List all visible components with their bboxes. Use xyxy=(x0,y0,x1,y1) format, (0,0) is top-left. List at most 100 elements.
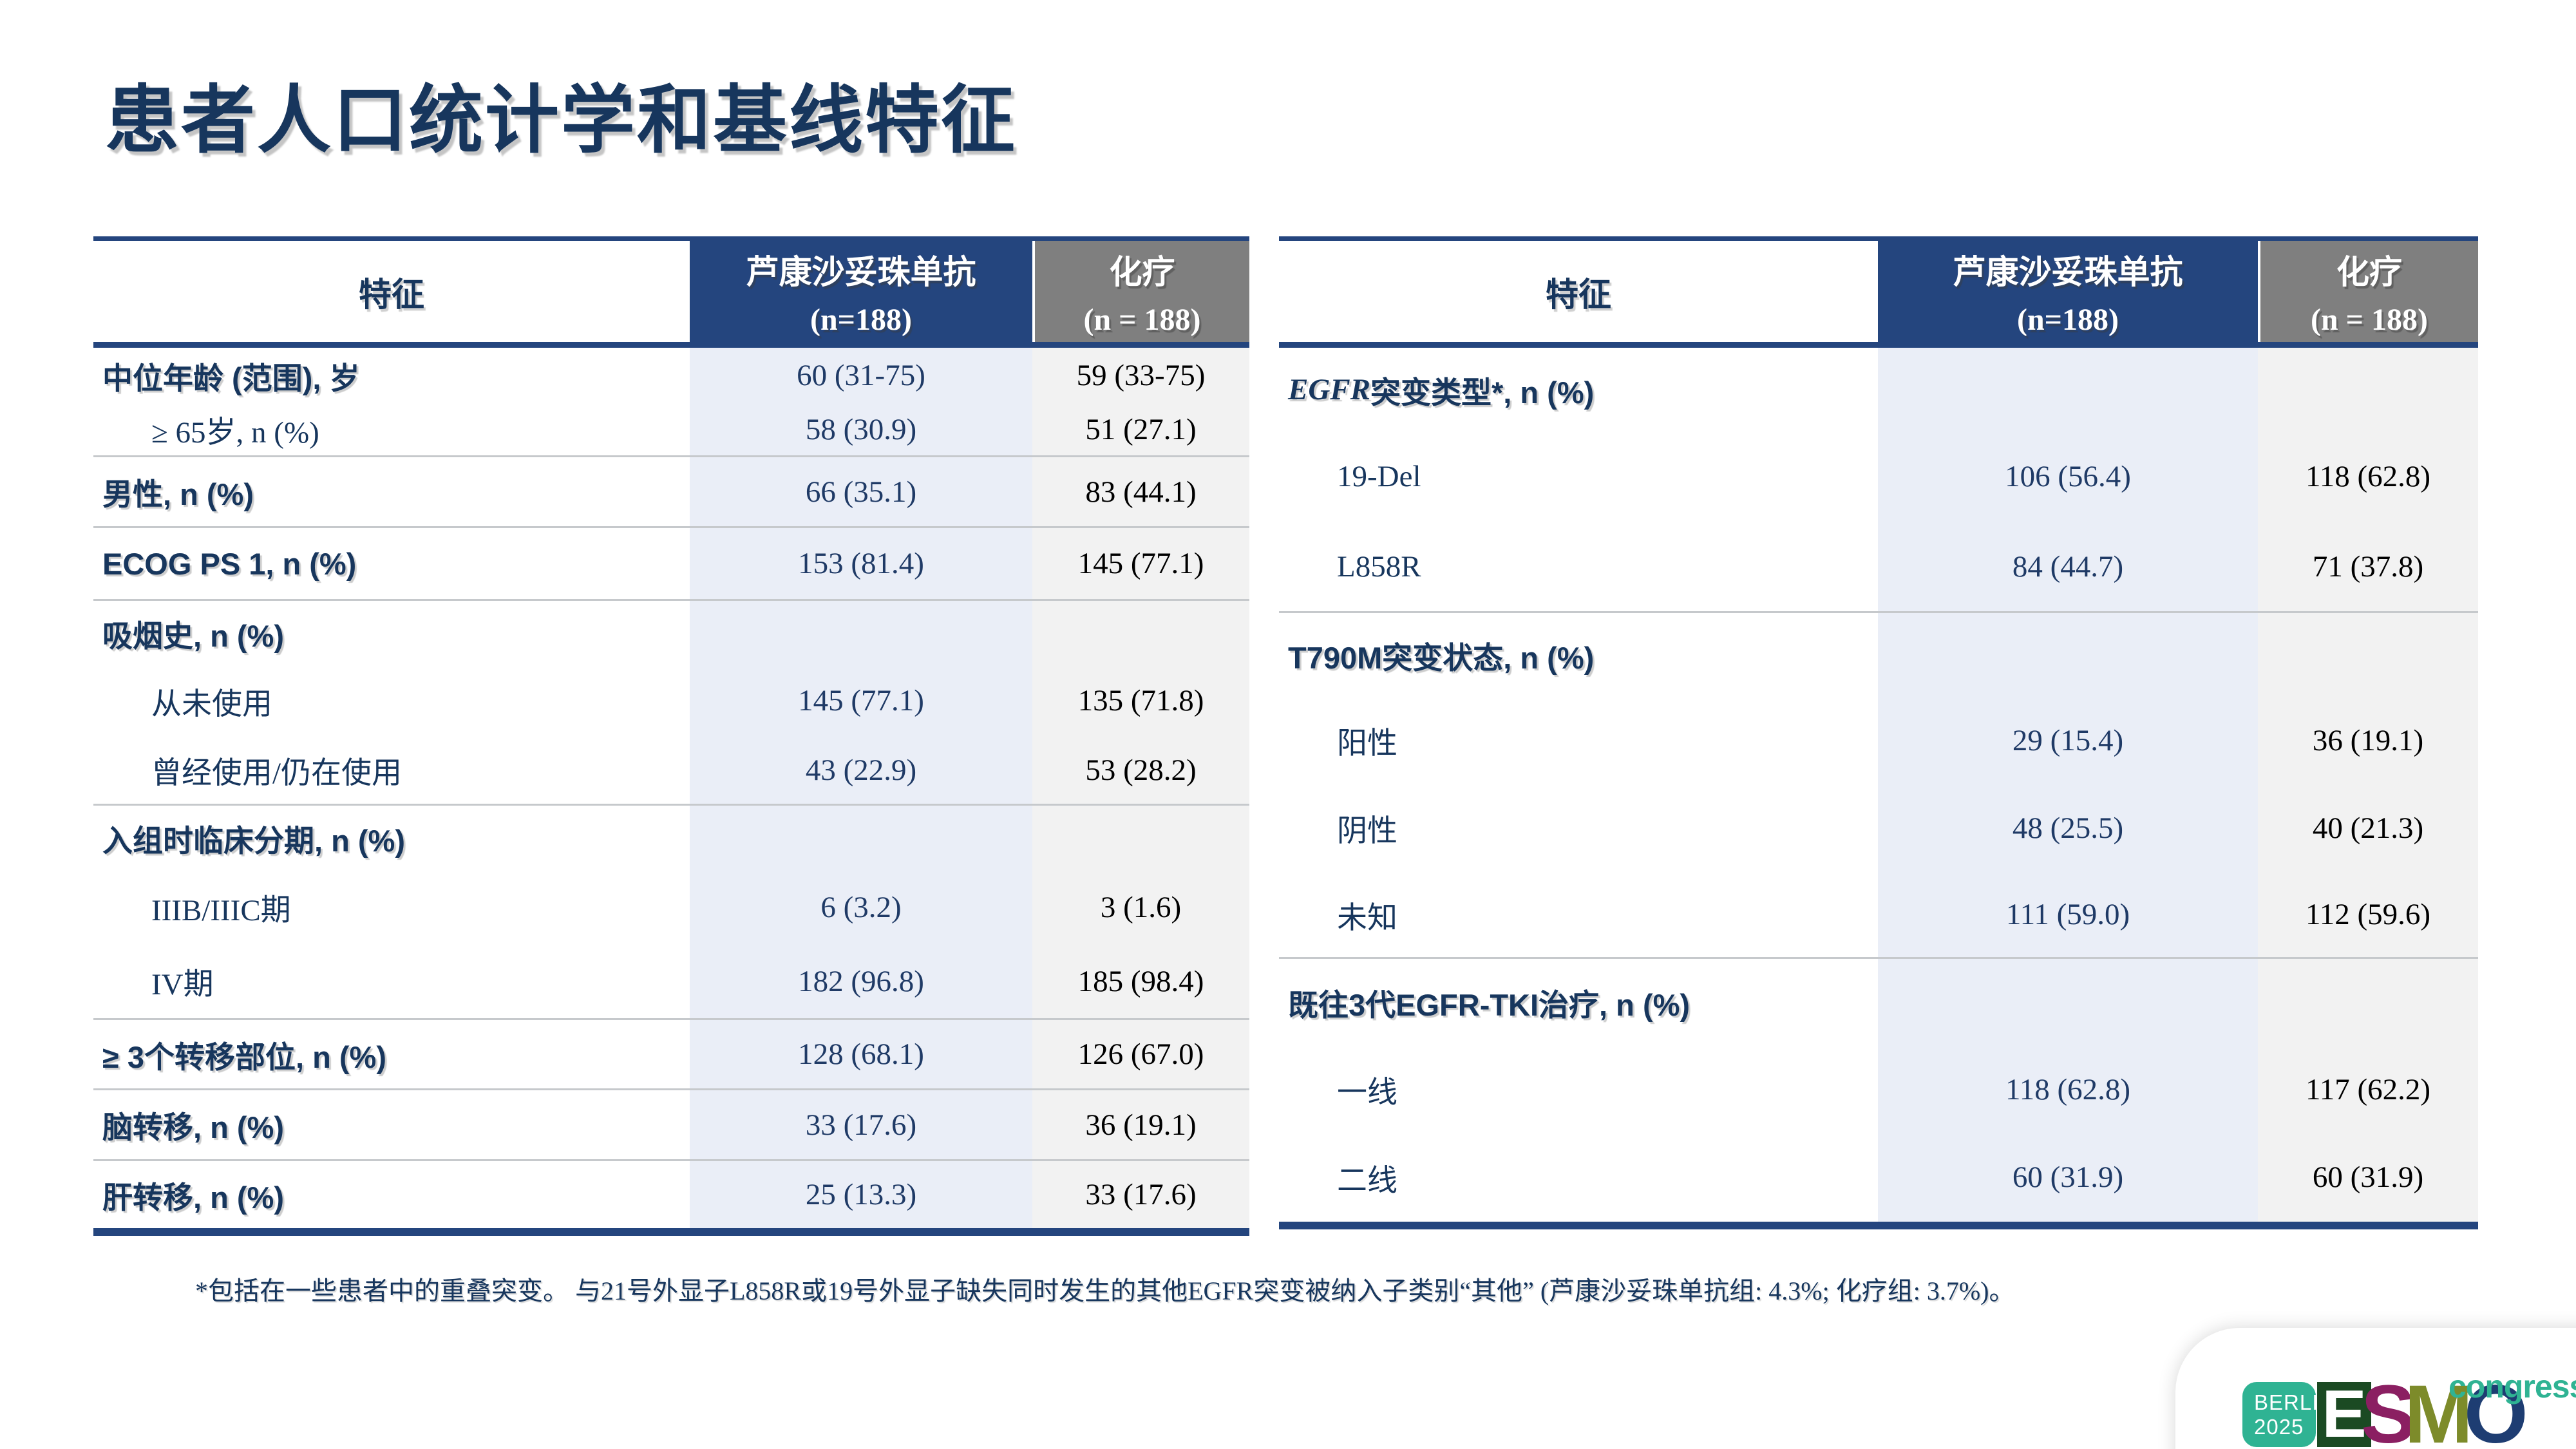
table-row: 从未使用 145 (77.1) 135 (71.8) xyxy=(93,665,1249,736)
page-title: 患者人口统计学和基线特征 xyxy=(105,79,1018,162)
row-label: 阴性 xyxy=(1337,815,1397,848)
arm1-value xyxy=(1878,613,2258,697)
arm1-n: (n=188) xyxy=(810,303,912,337)
esmo-letter-s: S xyxy=(2361,1368,2416,1449)
arm2-value: 135 (71.8) xyxy=(1032,665,1249,736)
row-label: 肝转移, n (%) xyxy=(102,1180,284,1215)
arm2-value xyxy=(1032,601,1249,665)
right-table: 特征 芦康沙妥珠单抗 (n=188) 化疗 (n = 188) EGFR 突变类型… xyxy=(1279,236,2478,1229)
arm2-value: 117 (62.2) xyxy=(2258,1046,2478,1133)
arm2-value: 59 (33-75) xyxy=(1032,348,1249,403)
arm1-value: 6 (3.2) xyxy=(690,870,1032,944)
arm2-value: 3 (1.6) xyxy=(1032,870,1249,944)
arm2-value: 53 (28.2) xyxy=(1032,736,1249,804)
arm1-value: 84 (44.7) xyxy=(1878,522,2258,611)
header-feature-label: 特征 xyxy=(1545,276,1611,313)
arm1-value: 118 (62.8) xyxy=(1878,1046,2258,1133)
table-row: 一线 118 (62.8) 117 (62.2) xyxy=(1279,1046,2478,1133)
row-label: IV期 xyxy=(151,968,214,1001)
arm1-value: 43 (22.9) xyxy=(690,736,1032,804)
table-row: 曾经使用/仍在使用 43 (22.9) 53 (28.2) xyxy=(93,736,1249,806)
table-row: 男性, n (%) 66 (35.1) 83 (44.1) xyxy=(93,457,1249,528)
row-label: 吸烟史, n (%) xyxy=(102,618,284,653)
row-label: EGFR 突变类型*, n (%) xyxy=(1279,348,1878,431)
row-label: 一线 xyxy=(1337,1076,1397,1110)
arm2-value: 185 (98.4) xyxy=(1032,944,1249,1018)
table-row: 二线 60 (31.9) 60 (31.9) xyxy=(1279,1133,2478,1222)
arm1-n: (n=188) xyxy=(2016,303,2119,337)
arm1-value: 153 (81.4) xyxy=(690,528,1032,599)
arm2-value: 83 (44.1) xyxy=(1032,457,1249,526)
arm1-value: 128 (68.1) xyxy=(690,1020,1032,1088)
row-label: 男性, n (%) xyxy=(102,477,254,511)
row-label: 从未使用 xyxy=(151,687,272,721)
table-row: IIIB/IIIC期 6 (3.2) 3 (1.6) xyxy=(93,870,1249,944)
row-label: 脑转移, n (%) xyxy=(102,1110,284,1144)
table-header-row: 特征 芦康沙妥珠单抗 (n=188) 化疗 (n = 188) xyxy=(93,241,1249,348)
footnote: *包括在一些患者中的重叠突变。 与21号外显子L858R或19号外显子缺失同时发… xyxy=(195,1276,2015,1305)
header-arm1-cell: 芦康沙妥珠单抗 (n=188) xyxy=(690,241,1032,342)
congress-label: congress xyxy=(2448,1368,2576,1405)
arm2-value xyxy=(2258,613,2478,697)
row-label: 19-Del xyxy=(1337,460,1421,493)
arm1-value xyxy=(690,601,1032,665)
esmo-letter-o: O xyxy=(2464,1368,2528,1449)
row-label: L858R xyxy=(1337,549,1421,583)
row-label: 二线 xyxy=(1337,1164,1397,1198)
arm2-value: 145 (77.1) xyxy=(1032,528,1249,599)
left-table: 特征 芦康沙妥珠单抗 (n=188) 化疗 (n = 188) 中位年龄 (范围… xyxy=(93,236,1249,1236)
arm2-value: 118 (62.8) xyxy=(2258,431,2478,522)
arm2-value: 40 (21.3) xyxy=(2258,784,2478,872)
row-label: ECOG PS 1, n (%) xyxy=(102,546,357,581)
table-row: 肝转移, n (%) 25 (13.3) 33 (17.6) xyxy=(93,1161,1249,1228)
arm2-n: (n = 188) xyxy=(1083,303,1201,337)
table-row: EGFR 突变类型*, n (%) xyxy=(1279,348,2478,431)
header-arm2-cell: 化疗 (n = 188) xyxy=(1032,241,1249,342)
table-row: L858R 84 (44.7) 71 (37.8) xyxy=(1279,522,2478,613)
arm1-value: 66 (35.1) xyxy=(690,457,1032,526)
table-row: ECOG PS 1, n (%) 153 (81.4) 145 (77.1) xyxy=(93,528,1249,601)
berlin-city-label: BERLIN xyxy=(2254,1390,2335,1414)
header-arm1-cell: 芦康沙妥珠单抗 (n=188) xyxy=(1878,241,2258,342)
arm2-value: 33 (17.6) xyxy=(1032,1161,1249,1228)
table-row: T790M突变状态, n (%) xyxy=(1279,613,2478,697)
arm2-value: 36 (19.1) xyxy=(2258,697,2478,784)
table-row: 阳性 29 (15.4) 36 (19.1) xyxy=(1279,697,2478,784)
table-header-row: 特征 芦康沙妥珠单抗 (n=188) 化疗 (n = 188) xyxy=(1279,241,2478,348)
row-label-italic: EGFR xyxy=(1288,373,1370,406)
arm2-n: (n = 188) xyxy=(2310,303,2428,337)
esmo-letter-m: M xyxy=(2404,1368,2473,1449)
arm2-value: 71 (37.8) xyxy=(2258,522,2478,611)
arm1-value: 48 (25.5) xyxy=(1878,784,2258,872)
arm1-value: 29 (15.4) xyxy=(1878,697,2258,784)
row-label: 入组时临床分期, n (%) xyxy=(102,823,405,858)
table-row: IV期 182 (96.8) 185 (98.4) xyxy=(93,944,1249,1020)
arm1-value: 106 (56.4) xyxy=(1878,431,2258,522)
arm1-value: 145 (77.1) xyxy=(690,665,1032,736)
arm1-value: 33 (17.6) xyxy=(690,1090,1032,1159)
row-label: 既往3代EGFR-TKI治疗, n (%) xyxy=(1288,988,1690,1022)
esmo-letter-e: E xyxy=(2317,1377,2371,1449)
berlin-year-label: 2025 xyxy=(2254,1414,2304,1439)
row-label: 未知 xyxy=(1337,901,1397,935)
arm2-value xyxy=(2258,348,2478,431)
arm2-name: 化疗 xyxy=(1109,254,1175,290)
table-row: 中位年龄 (范围), 岁 60 (31-75) 59 (33-75) xyxy=(93,348,1249,403)
arm1-name: 芦康沙妥珠单抗 xyxy=(1953,254,2183,290)
arm2-value: 126 (67.0) xyxy=(1032,1020,1249,1088)
header-feature-cell: 特征 xyxy=(93,241,690,342)
arm1-name: 芦康沙妥珠单抗 xyxy=(746,254,976,290)
arm1-value: 111 (59.0) xyxy=(1878,872,2258,957)
table-row: 阴性 48 (25.5) 40 (21.3) xyxy=(1279,784,2478,872)
arm1-value: 60 (31-75) xyxy=(690,348,1032,403)
table-row: 19-Del 106 (56.4) 118 (62.8) xyxy=(1279,431,2478,522)
table-row: ≥ 3个转移部位, n (%) 128 (68.1) 126 (67.0) xyxy=(93,1020,1249,1090)
table-row: 脑转移, n (%) 33 (17.6) 36 (19.1) xyxy=(93,1090,1249,1161)
arm2-value: 60 (31.9) xyxy=(2258,1133,2478,1222)
arm1-value: 58 (30.9) xyxy=(690,403,1032,455)
row-label: 阳性 xyxy=(1337,727,1397,761)
row-label: ≥ 65岁, n (%) xyxy=(151,416,319,450)
